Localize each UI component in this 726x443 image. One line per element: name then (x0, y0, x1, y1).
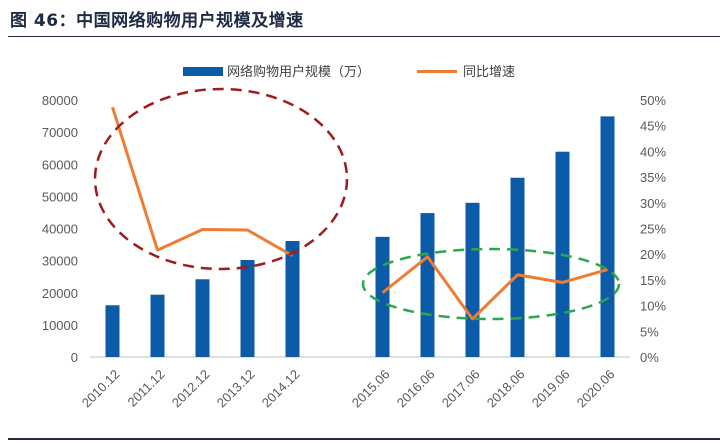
x-tick-label: 2015.06 (349, 367, 393, 411)
x-tick-label: 2010.12 (79, 367, 123, 411)
x-tick-label: 2019.06 (529, 367, 573, 411)
y-right-tick-label: 10% (640, 299, 666, 314)
line-segment (381, 255, 608, 321)
bar (195, 279, 210, 357)
y-left-tick-label: 20000 (42, 286, 78, 301)
bar (375, 236, 390, 357)
x-tick-label: 2017.06 (439, 367, 483, 411)
highlight-ellipse-recent (361, 247, 621, 321)
line-segment (111, 106, 294, 258)
x-tick-label: 2011.12 (124, 367, 167, 410)
bar (465, 202, 480, 357)
y-right-tick-label: 15% (640, 273, 666, 288)
title-divider (8, 36, 720, 37)
chart-title: 图 46：中国网络购物用户规模及增速 (10, 11, 304, 31)
y-right-tick-label: 50% (640, 93, 666, 108)
y-left-tick-label: 80000 (42, 93, 78, 108)
x-tick-label: 2018.06 (484, 367, 528, 411)
y-left-tick-label: 40000 (42, 222, 78, 237)
y-right-tick-label: 20% (640, 247, 666, 262)
annotations (93, 87, 621, 321)
y-right-tick-label: 0% (640, 350, 659, 365)
y-right-tick-label: 35% (640, 170, 666, 185)
bar (150, 294, 165, 357)
y-left-tick-label: 70000 (42, 125, 78, 140)
legend-label-line: 同比增速 (463, 65, 515, 80)
y-right-tick-label: 25% (640, 222, 666, 237)
line-series (111, 106, 608, 321)
bar-series (105, 116, 615, 357)
bar (285, 241, 300, 357)
y-left-tick-label: 50000 (42, 189, 78, 204)
legend-label-bar: 网络购物用户规模（万） (227, 64, 370, 80)
y-left-tick-label: 60000 (42, 157, 78, 172)
legend-swatch-bar (183, 67, 223, 76)
highlight-ellipse-early (93, 87, 349, 271)
bottom-divider (8, 438, 720, 440)
y-right-tick-label: 40% (640, 144, 666, 159)
bar (600, 116, 615, 357)
y-right-tick-label: 30% (640, 196, 666, 211)
y-right-tick-label: 45% (640, 119, 666, 134)
y-left-tick-label: 30000 (42, 254, 78, 269)
axes: 0 10000 20000 30000 40000 50000 60000 70000 8000… (42, 93, 667, 410)
x-tick-label: 2020.06 (574, 367, 618, 411)
bar (105, 305, 120, 357)
legend: 网络购物用户规模（万） 同比增速 (183, 64, 515, 80)
y-left-tick-label: 0 (71, 350, 78, 365)
x-tick-label: 2014.12 (259, 367, 303, 411)
bar (420, 213, 435, 357)
x-tick-label: 2016.06 (394, 367, 438, 411)
x-tick-label: 2013.12 (214, 367, 258, 411)
y-left-tick-label: 10000 (42, 318, 78, 333)
x-tick-label: 2012.12 (169, 367, 213, 411)
bar (510, 177, 525, 357)
bar (240, 259, 255, 357)
y-right-tick-label: 5% (640, 324, 659, 339)
